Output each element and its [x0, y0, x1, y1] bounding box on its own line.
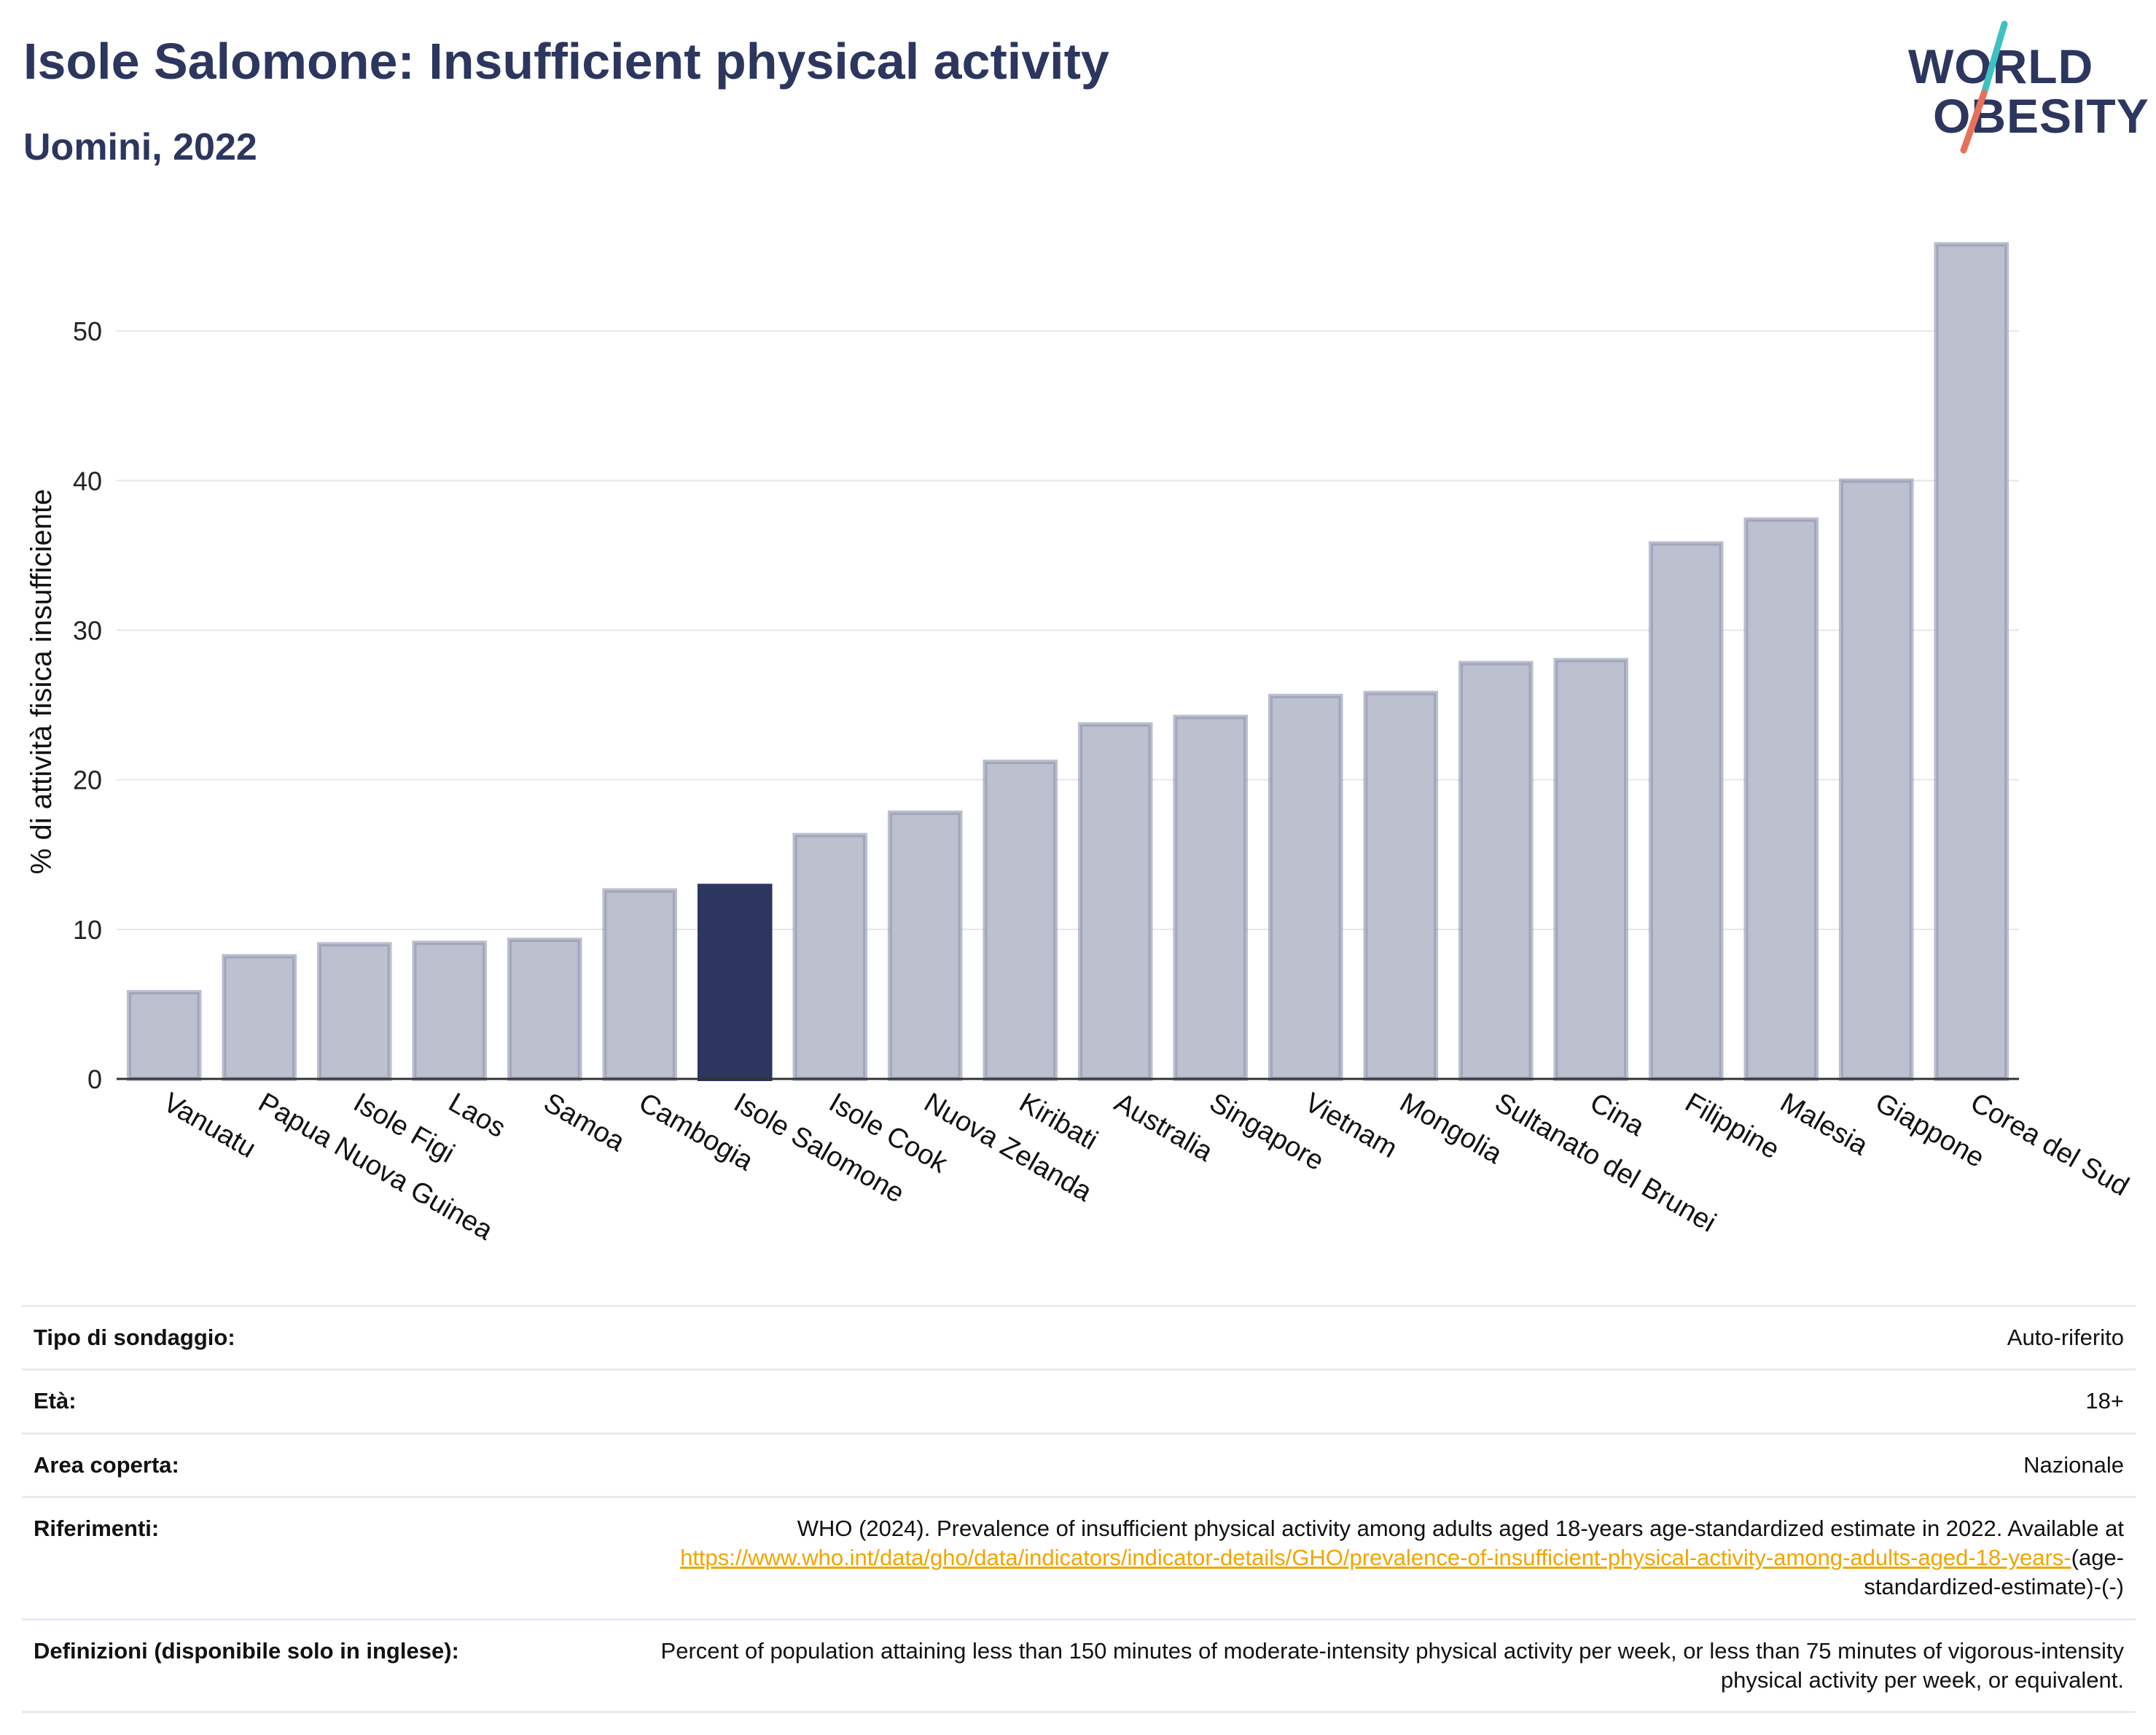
y-tick-label: 10	[73, 915, 102, 945]
y-tick-label: 20	[73, 765, 102, 795]
chart-title: Isole Salomone: Insufficient physical ac…	[23, 33, 1109, 90]
bar	[412, 940, 488, 1081]
bar	[507, 937, 582, 1082]
bar	[222, 954, 297, 1082]
bar	[602, 888, 678, 1082]
world-obesity-logo: WORLD OBESITY	[1895, 20, 2149, 159]
bar	[1553, 658, 1629, 1081]
references-value: WHO (2024). Prevalence of insufficient p…	[599, 1497, 2136, 1619]
info-row-references: Riferimenti: WHO (2024). Prevalence of i…	[22, 1497, 2136, 1620]
bar	[1363, 690, 1439, 1081]
bar-highlight	[697, 884, 773, 1082]
references-suffix: (age-standardized-estimate)-(-)	[1864, 1545, 2124, 1600]
gridlines	[117, 330, 2019, 930]
logo-slash-icon	[1960, 20, 2008, 154]
x-tick-label: Vanuatu	[158, 1087, 261, 1164]
survey-type-value: Auto-riferito	[2007, 1325, 2124, 1350]
bar	[1077, 722, 1153, 1081]
x-tick-label: Nuova Zelanda	[919, 1087, 1098, 1208]
bar	[1173, 714, 1249, 1082]
age-value: 18+	[2085, 1388, 2124, 1414]
x-tick-label: Cina	[1585, 1087, 1649, 1142]
x-tick-label: Giappone	[1870, 1087, 1990, 1174]
chart-subtitle: Uomini, 2022	[23, 126, 257, 168]
bar	[792, 833, 868, 1081]
y-tick-label: 0	[87, 1064, 102, 1094]
bars	[126, 242, 2009, 1082]
bar	[1743, 517, 1819, 1081]
age-label: Età:	[34, 1388, 77, 1414]
definitions-value: Percent of population attaining less tha…	[660, 1637, 2124, 1693]
definitions-label: Definizioni (disponibile solo in inglese…	[34, 1637, 459, 1664]
bar	[1838, 478, 1914, 1081]
x-tick-label: Mongolia	[1394, 1087, 1507, 1170]
bar	[983, 760, 1058, 1081]
y-tick-label: 50	[73, 316, 102, 346]
bar	[887, 810, 963, 1081]
coverage-value: Nazionale	[2023, 1451, 2124, 1478]
x-tick-label: Corea del Sud	[1965, 1087, 2133, 1202]
y-axis-title: % di attività fisica insufficiente	[26, 489, 58, 874]
y-tick-label: 40	[73, 466, 102, 496]
info-table: Tipo di sondaggio: Auto-riferito Età: 18…	[22, 1305, 2136, 1713]
info-row-definitions: Definizioni (disponibile solo in inglese…	[22, 1619, 2136, 1712]
info-row-coverage: Area coperta: Nazionale	[22, 1433, 2136, 1497]
bar	[1648, 541, 1724, 1081]
bar	[126, 990, 202, 1081]
x-tick-label: Australia	[1109, 1087, 1219, 1168]
info-row-age: Età: 18+	[22, 1369, 2136, 1434]
references-link[interactable]: https://www.who.int/data/gho/data/indica…	[680, 1545, 2071, 1571]
bar	[316, 942, 392, 1082]
x-tick-label: Malesia	[1775, 1087, 1873, 1161]
references-text: WHO (2024). Prevalence of insufficient p…	[797, 1515, 2124, 1541]
x-tick-label: Filippine	[1680, 1087, 1785, 1165]
bar	[1268, 693, 1343, 1081]
y-tick-label: 30	[73, 615, 102, 645]
bar	[1934, 242, 2009, 1081]
x-tick-label: Samoa	[539, 1087, 630, 1158]
info-row-survey-type: Tipo di sondaggio: Auto-riferito	[22, 1306, 2136, 1370]
references-label: Riferimenti:	[34, 1515, 160, 1541]
x-tick-label: Laos	[443, 1087, 510, 1144]
logo-line1: WORLD	[1908, 39, 2094, 93]
y-axis-ticks: 0 10 20 30 40 50	[73, 316, 102, 1094]
survey-type-label: Tipo di sondaggio:	[34, 1325, 235, 1350]
coverage-label: Area coperta:	[34, 1451, 179, 1478]
bar	[1458, 660, 1534, 1081]
